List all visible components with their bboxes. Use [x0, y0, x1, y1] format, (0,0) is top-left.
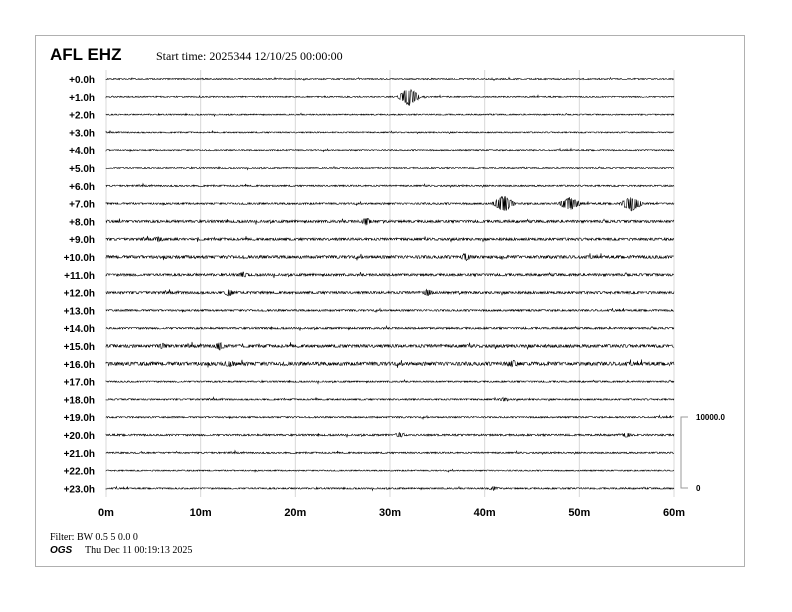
plot-frame: [35, 35, 745, 567]
seismic-trace: [105, 182, 675, 189]
seismic-trace: [105, 235, 675, 243]
row-label: +3.0h: [69, 128, 95, 139]
row-label: +16.0h: [64, 360, 95, 371]
seismic-trace: [105, 112, 675, 118]
row-label: +2.0h: [69, 111, 95, 122]
row-label: +9.0h: [69, 235, 95, 246]
x-tick-label: 30m: [379, 507, 401, 519]
row-label: +19.0h: [64, 413, 95, 424]
x-tick-label: 60m: [663, 507, 685, 519]
x-tick-label: 40m: [474, 507, 496, 519]
seismic-trace: [105, 468, 675, 473]
seismic-trace: [105, 432, 675, 438]
seismic-trace: [105, 129, 675, 135]
row-label: +22.0h: [64, 467, 95, 478]
row-label: +7.0h: [69, 200, 95, 211]
seismic-trace: [105, 485, 675, 492]
row-label: +1.0h: [69, 93, 95, 104]
seismic-trace: [105, 217, 675, 226]
row-label: +13.0h: [64, 306, 95, 317]
row-label: +8.0h: [69, 217, 95, 228]
row-label: +21.0h: [64, 449, 95, 460]
row-label: +10.0h: [64, 253, 95, 264]
seismic-trace: [105, 359, 675, 368]
seismic-trace: [105, 165, 675, 171]
filter-label: Filter: BW 0.5 5 0.0 0: [50, 532, 138, 543]
seismic-trace: [105, 414, 675, 420]
seismic-trace: [105, 288, 675, 297]
x-tick-label: 10m: [190, 507, 212, 519]
x-tick-label: 20m: [284, 507, 306, 519]
org-logo: OGS: [50, 545, 73, 556]
seismic-trace: [105, 396, 675, 402]
row-label: +11.0h: [64, 271, 95, 282]
seismic-trace: [105, 88, 675, 106]
seismic-trace: [105, 449, 675, 456]
row-label: +20.0h: [64, 431, 95, 442]
seismic-trace: [105, 271, 675, 279]
row-label: +23.0h: [64, 484, 95, 495]
row-label: +17.0h: [64, 378, 95, 389]
row-label: +18.0h: [64, 395, 95, 406]
x-tick-label: 50m: [568, 507, 590, 519]
seismic-trace: [105, 147, 675, 153]
seismic-trace: [105, 325, 675, 331]
scale-bar: [680, 416, 688, 489]
scale-bottom-label: 0: [696, 484, 701, 493]
station-title: AFL EHZ: [50, 45, 122, 64]
x-tick-label: 0m: [98, 507, 114, 519]
row-label: +15.0h: [64, 342, 95, 353]
seismic-trace: [105, 379, 675, 385]
row-label: +5.0h: [69, 164, 95, 175]
start-time: Start time: 2025344 12/10/25 00:00:00: [156, 49, 343, 63]
seismic-trace: [105, 253, 675, 262]
seismic-trace: [105, 196, 675, 212]
seismic-trace: [105, 76, 674, 82]
row-label: +4.0h: [69, 146, 95, 157]
plot-date: Thu Dec 11 00:19:13 2025: [85, 545, 193, 556]
scale-top-label: 10000.0: [696, 413, 725, 422]
row-label: +14.0h: [64, 324, 95, 335]
seismic-trace: [105, 307, 674, 313]
row-label: +0.0h: [69, 75, 95, 86]
row-label: +6.0h: [69, 182, 95, 193]
seismic-trace: [105, 341, 675, 351]
row-label: +12.0h: [64, 289, 95, 300]
